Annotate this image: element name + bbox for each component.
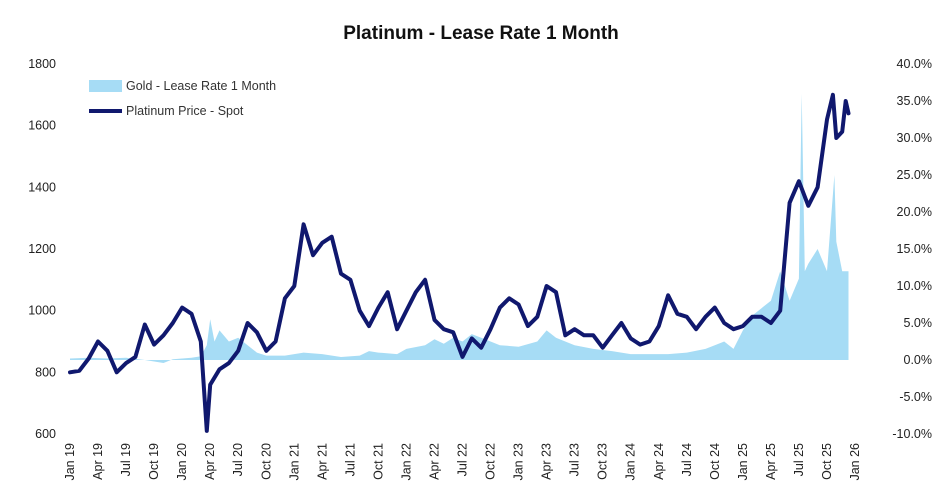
x-axis-tick-label: Apr 25 (764, 443, 778, 480)
x-axis-tick-label: Jul 19 (119, 443, 133, 476)
x-axis-tick-label: Jul 22 (456, 443, 470, 476)
x-axis-tick-label: Oct 25 (820, 443, 834, 480)
right-axis-tick-label: 30.0% (897, 131, 932, 145)
legend: Gold - Lease Rate 1 Month Platinum Price… (89, 79, 276, 118)
x-axis-tick-label: Oct 20 (259, 443, 273, 480)
right-axis-tick-label: 35.0% (897, 94, 932, 108)
x-axis-tick-label: Jul 25 (792, 443, 806, 476)
right-axis-tick-label: 15.0% (897, 242, 932, 256)
x-axis-tick-label: Jan 21 (287, 443, 301, 481)
x-axis-tick-label: Jan 24 (624, 443, 638, 481)
x-axis-tick-label: Jul 21 (343, 443, 357, 476)
right-axis-tick-label: -5.0% (899, 390, 932, 404)
left-axis-tick-label: 800 (35, 365, 56, 379)
x-axis-tick-label: Apr 22 (427, 443, 441, 480)
chart-title: Platinum - Lease Rate 1 Month (343, 23, 619, 44)
left-axis-tick-label: 1400 (28, 180, 56, 194)
right-axis-tick-label: 10.0% (897, 279, 932, 293)
x-axis-tick-label: Apr 21 (315, 443, 329, 480)
x-axis-tick-label: Apr 23 (540, 443, 554, 480)
left-axis-tick-label: 1600 (28, 119, 56, 133)
x-axis-tick-label: Apr 24 (652, 443, 666, 480)
left-axis-ticks: 600 800 1000 1200 1400 1600 1800 (28, 57, 56, 441)
x-axis-tick-label: Oct 23 (596, 443, 610, 480)
x-axis-tick-label: Jan 22 (399, 443, 413, 481)
platinum-price-line (68, 92, 851, 433)
x-axis-ticks: Jan 19 Apr 19 Jul 19 Oct 19 Jan 20 Apr 20 Jul … (63, 443, 862, 481)
x-axis-tick-label: Oct 22 (484, 443, 498, 480)
left-axis-tick-label: 1800 (28, 57, 56, 71)
x-axis-tick-label: Jul 24 (680, 443, 694, 476)
x-axis-tick-label: Apr 20 (203, 443, 217, 480)
gold-lease-rate-area-layer (70, 93, 849, 363)
x-axis-tick-label: Jan 26 (848, 443, 862, 481)
x-axis-tick-label: Jan 23 (512, 443, 526, 481)
gold-lease-rate-area (70, 93, 849, 363)
legend-label-gold-lease-rate: Gold - Lease Rate 1 Month (126, 79, 276, 93)
right-axis-tick-label: -10.0% (892, 427, 932, 441)
platinum-price-line-layer (68, 92, 851, 433)
x-axis-tick-label: Jan 20 (175, 443, 189, 481)
x-axis-tick-label: Jul 20 (231, 443, 245, 476)
right-axis-tick-label: 25.0% (897, 168, 932, 182)
left-axis-tick-label: 1000 (28, 304, 56, 318)
x-axis-tick-label: Apr 19 (91, 443, 105, 480)
x-axis-tick-label: Oct 21 (371, 443, 385, 480)
x-axis-tick-label: Jul 23 (568, 443, 582, 476)
left-axis-tick-label: 1200 (28, 242, 56, 256)
right-axis-tick-label: 40.0% (897, 57, 932, 71)
legend-label-platinum-price: Platinum Price - Spot (126, 104, 244, 118)
right-axis-tick-label: 20.0% (897, 205, 932, 219)
x-axis-tick-label: Oct 24 (708, 443, 722, 480)
x-axis-tick-label: Oct 19 (147, 443, 161, 480)
left-axis-tick-label: 600 (35, 427, 56, 441)
legend-swatch-gold-lease-rate (89, 80, 122, 92)
right-axis-tick-label: 5.0% (904, 316, 933, 330)
x-axis-tick-label: Jan 25 (736, 443, 750, 481)
right-axis-ticks: -10.0% -5.0% 0.0% 5.0% 10.0% 15.0% 20.0% 25.0% 3… (892, 57, 932, 441)
right-axis-tick-label: 0.0% (904, 353, 933, 367)
x-axis-tick-label: Jan 19 (63, 443, 77, 481)
